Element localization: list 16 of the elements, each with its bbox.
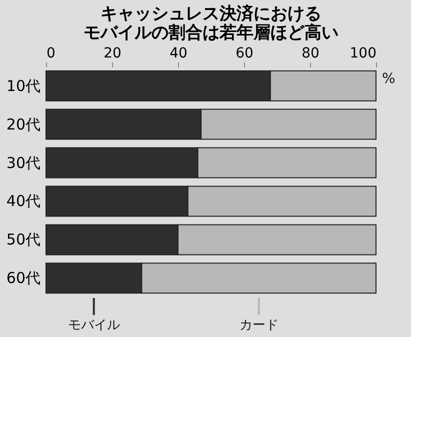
x-tick-label: 40 [170, 46, 188, 62]
x-axis-title: % [382, 71, 396, 87]
chart-title: キャッシュレス決済におけるモバイルの割合は若年層ほど高い [84, 4, 338, 43]
y-tick-label: 60代 [6, 269, 40, 288]
y-tick-label: 40代 [6, 192, 40, 210]
y-tick-label: 50代 [6, 230, 40, 249]
y-tick-label: 20代 [6, 115, 40, 134]
y-tick-label: 10代 [6, 76, 40, 95]
x-tick-label: 0 [46, 46, 56, 62]
x-tick-label: 60 [236, 46, 254, 62]
series-label: カード [239, 318, 278, 333]
y-tick-label: 30代 [6, 154, 40, 172]
x-tick-label: 100 [350, 46, 376, 62]
legend-label: モバイル [68, 318, 120, 333]
x-tick-label: 80 [302, 46, 320, 62]
x-tick-label: 20 [104, 46, 122, 62]
